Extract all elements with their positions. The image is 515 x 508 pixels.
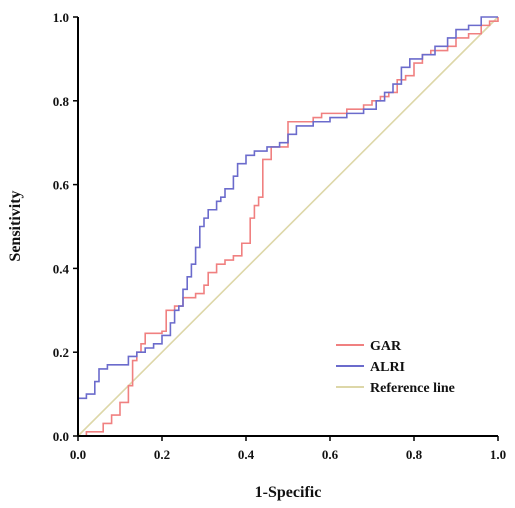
x-tick-label: 0.6 (322, 447, 339, 462)
y-tick-label: 0.4 (53, 261, 70, 276)
y-tick-label: 1.0 (53, 10, 69, 25)
legend: GAR ALRI Reference line (336, 339, 455, 396)
x-tick-label: 0.8 (406, 447, 423, 462)
legend-label-gar: GAR (370, 339, 402, 354)
x-axis-title: 1-Specific (255, 484, 322, 501)
series-line-reference-line (77, 16, 499, 437)
series-line-alri (77, 16, 498, 436)
legend-label-reference-line: Reference line (370, 381, 455, 396)
y-tick-label: 0.0 (53, 429, 69, 444)
y-tick-label: 0.2 (53, 345, 69, 360)
x-tick-label: 0.2 (154, 447, 170, 462)
x-tick-label: 1.0 (490, 447, 506, 462)
y-axis-title: Sensitivity (7, 190, 24, 261)
axes (77, 17, 498, 437)
x-ticks: 0.0 0.2 0.4 0.6 0.8 1.0 (70, 436, 506, 462)
series-line-gar (78, 17, 499, 437)
x-tick-label: 0.4 (238, 447, 255, 462)
plot-area (77, 16, 499, 437)
y-tick-label: 0.6 (53, 178, 70, 193)
y-tick-label: 0.8 (53, 94, 70, 109)
legend-label-alri: ALRI (370, 360, 405, 375)
y-ticks: 0.0 0.2 0.4 0.6 0.8 1.0 (53, 10, 78, 444)
x-tick-label: 0.0 (70, 447, 86, 462)
